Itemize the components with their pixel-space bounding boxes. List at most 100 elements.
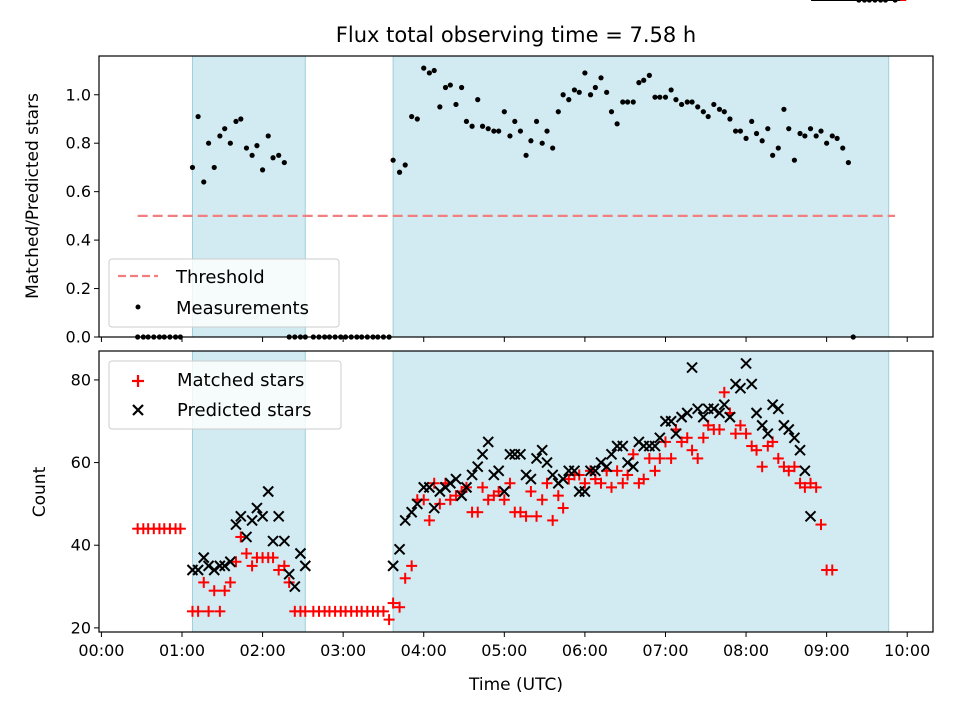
predicted-star-point [256, 510, 269, 523]
matched-star-point [617, 477, 629, 489]
measurement-point [652, 94, 658, 100]
predicted-star-point [579, 485, 591, 498]
predicted-star-point [294, 547, 307, 560]
matched-star-point [557, 502, 569, 514]
bottom-y-axis-label: Count [30, 466, 50, 517]
predicted-star-point [718, 399, 731, 411]
y-tick-label: 60 [71, 453, 91, 472]
measurement-point [555, 109, 561, 115]
bottom-legend-box [108, 360, 342, 430]
matched-star-point [552, 490, 564, 502]
predicted-star-point [692, 403, 704, 415]
measurement-point [582, 70, 588, 76]
x-tick-label: 10:00 [884, 641, 930, 660]
predicted-star-point [466, 469, 478, 481]
matched-star-point [713, 424, 725, 436]
predicted-star-point [278, 535, 291, 547]
x-tick-label: 05:00 [481, 641, 527, 660]
measurement-point [781, 106, 787, 112]
measurement-point [721, 109, 727, 115]
matched-star-point [692, 452, 704, 464]
bottom-legend: Matched stars Predicted stars [108, 360, 342, 430]
measurement-point [684, 99, 690, 105]
measurement-point [396, 169, 403, 175]
measurement-point [205, 140, 212, 146]
matched-star-point [783, 465, 795, 477]
y-tick-label: 1.0 [66, 85, 91, 104]
y-tick-label: 80 [71, 370, 91, 389]
matched-star-point [444, 494, 456, 506]
measurement-point [222, 126, 228, 132]
matched-star-point [734, 419, 746, 431]
predicted-star-point [504, 448, 516, 461]
matched-star-point [805, 477, 817, 489]
matched-star-point [676, 436, 688, 448]
predicted-star-point [557, 473, 569, 485]
measurement-point [189, 164, 196, 171]
matched-star-point [810, 481, 822, 493]
matched-star-point [514, 506, 526, 518]
predicted-star-point [482, 436, 494, 448]
matched-star-point [520, 510, 532, 522]
predicted-star-point [455, 489, 468, 502]
x-tick-label: 09:00 [804, 641, 850, 660]
predicted-star-point [387, 560, 399, 572]
matched-star-point [174, 523, 186, 535]
measurement-point [802, 133, 808, 139]
predicted-star-point [428, 502, 440, 514]
predicted-star-point [235, 510, 247, 523]
legend-predicted-label: Predicted stars [177, 400, 311, 421]
predicted-star-point [617, 440, 629, 452]
predicted-star-point [393, 543, 406, 556]
y-tick-label: 0.2 [66, 279, 91, 298]
measurement-point [630, 99, 636, 105]
predicted-star-point [745, 378, 758, 390]
predicted-star-point [804, 510, 817, 523]
matched-star-point [504, 477, 516, 489]
matched-star-point [450, 490, 462, 502]
matched-star-point [740, 428, 752, 440]
matched-star-point [208, 585, 220, 597]
measurement-point [770, 152, 776, 158]
measurement-point [571, 87, 578, 93]
matched-star-point [399, 572, 411, 584]
predicted-star-point [605, 448, 618, 461]
matched-star-point [595, 477, 607, 489]
measurement-point [668, 87, 674, 93]
matched-star-point [756, 461, 768, 473]
measurement-point [463, 118, 470, 125]
predicted-star-point [267, 535, 279, 547]
matched-star-point [423, 514, 435, 526]
measurement-point [402, 162, 408, 168]
predicted-star-point [202, 560, 215, 572]
x-tick-label: 06:00 [562, 641, 608, 660]
predicted-star-point [654, 432, 666, 444]
predicted-star-point [411, 498, 423, 510]
predicted-star-point [399, 514, 411, 527]
predicted-star-point [450, 473, 462, 485]
measurement-point [270, 155, 276, 161]
measurement-point [705, 113, 711, 120]
predicted-star-point [681, 407, 693, 419]
predicted-stars-points [186, 0, 901, 593]
matched-star-point [224, 576, 236, 588]
measurement-point [716, 106, 723, 112]
matched-star-point [622, 469, 634, 481]
measurement-point [195, 113, 201, 120]
y-tick-label: 20 [71, 618, 91, 637]
x-tick-label: 00:00 [78, 641, 124, 660]
measurement-point [614, 121, 620, 127]
bottom-x-ticks: 00:00 01:00 02:00 03:00 04:00 05:00 06:00 07:00… [78, 632, 930, 660]
y-tick-label: 0.0 [66, 328, 91, 347]
matched-star-point [198, 576, 210, 588]
matched-star-point [525, 486, 537, 497]
matched-star-point [638, 473, 650, 485]
predicted-star-point [772, 403, 784, 415]
predicted-star-point [546, 469, 559, 481]
measurement-point [608, 109, 615, 115]
predicted-star-point [713, 407, 726, 419]
measurement-point [227, 140, 233, 146]
predicted-star-point [472, 460, 484, 473]
matched-star-point [394, 601, 406, 613]
